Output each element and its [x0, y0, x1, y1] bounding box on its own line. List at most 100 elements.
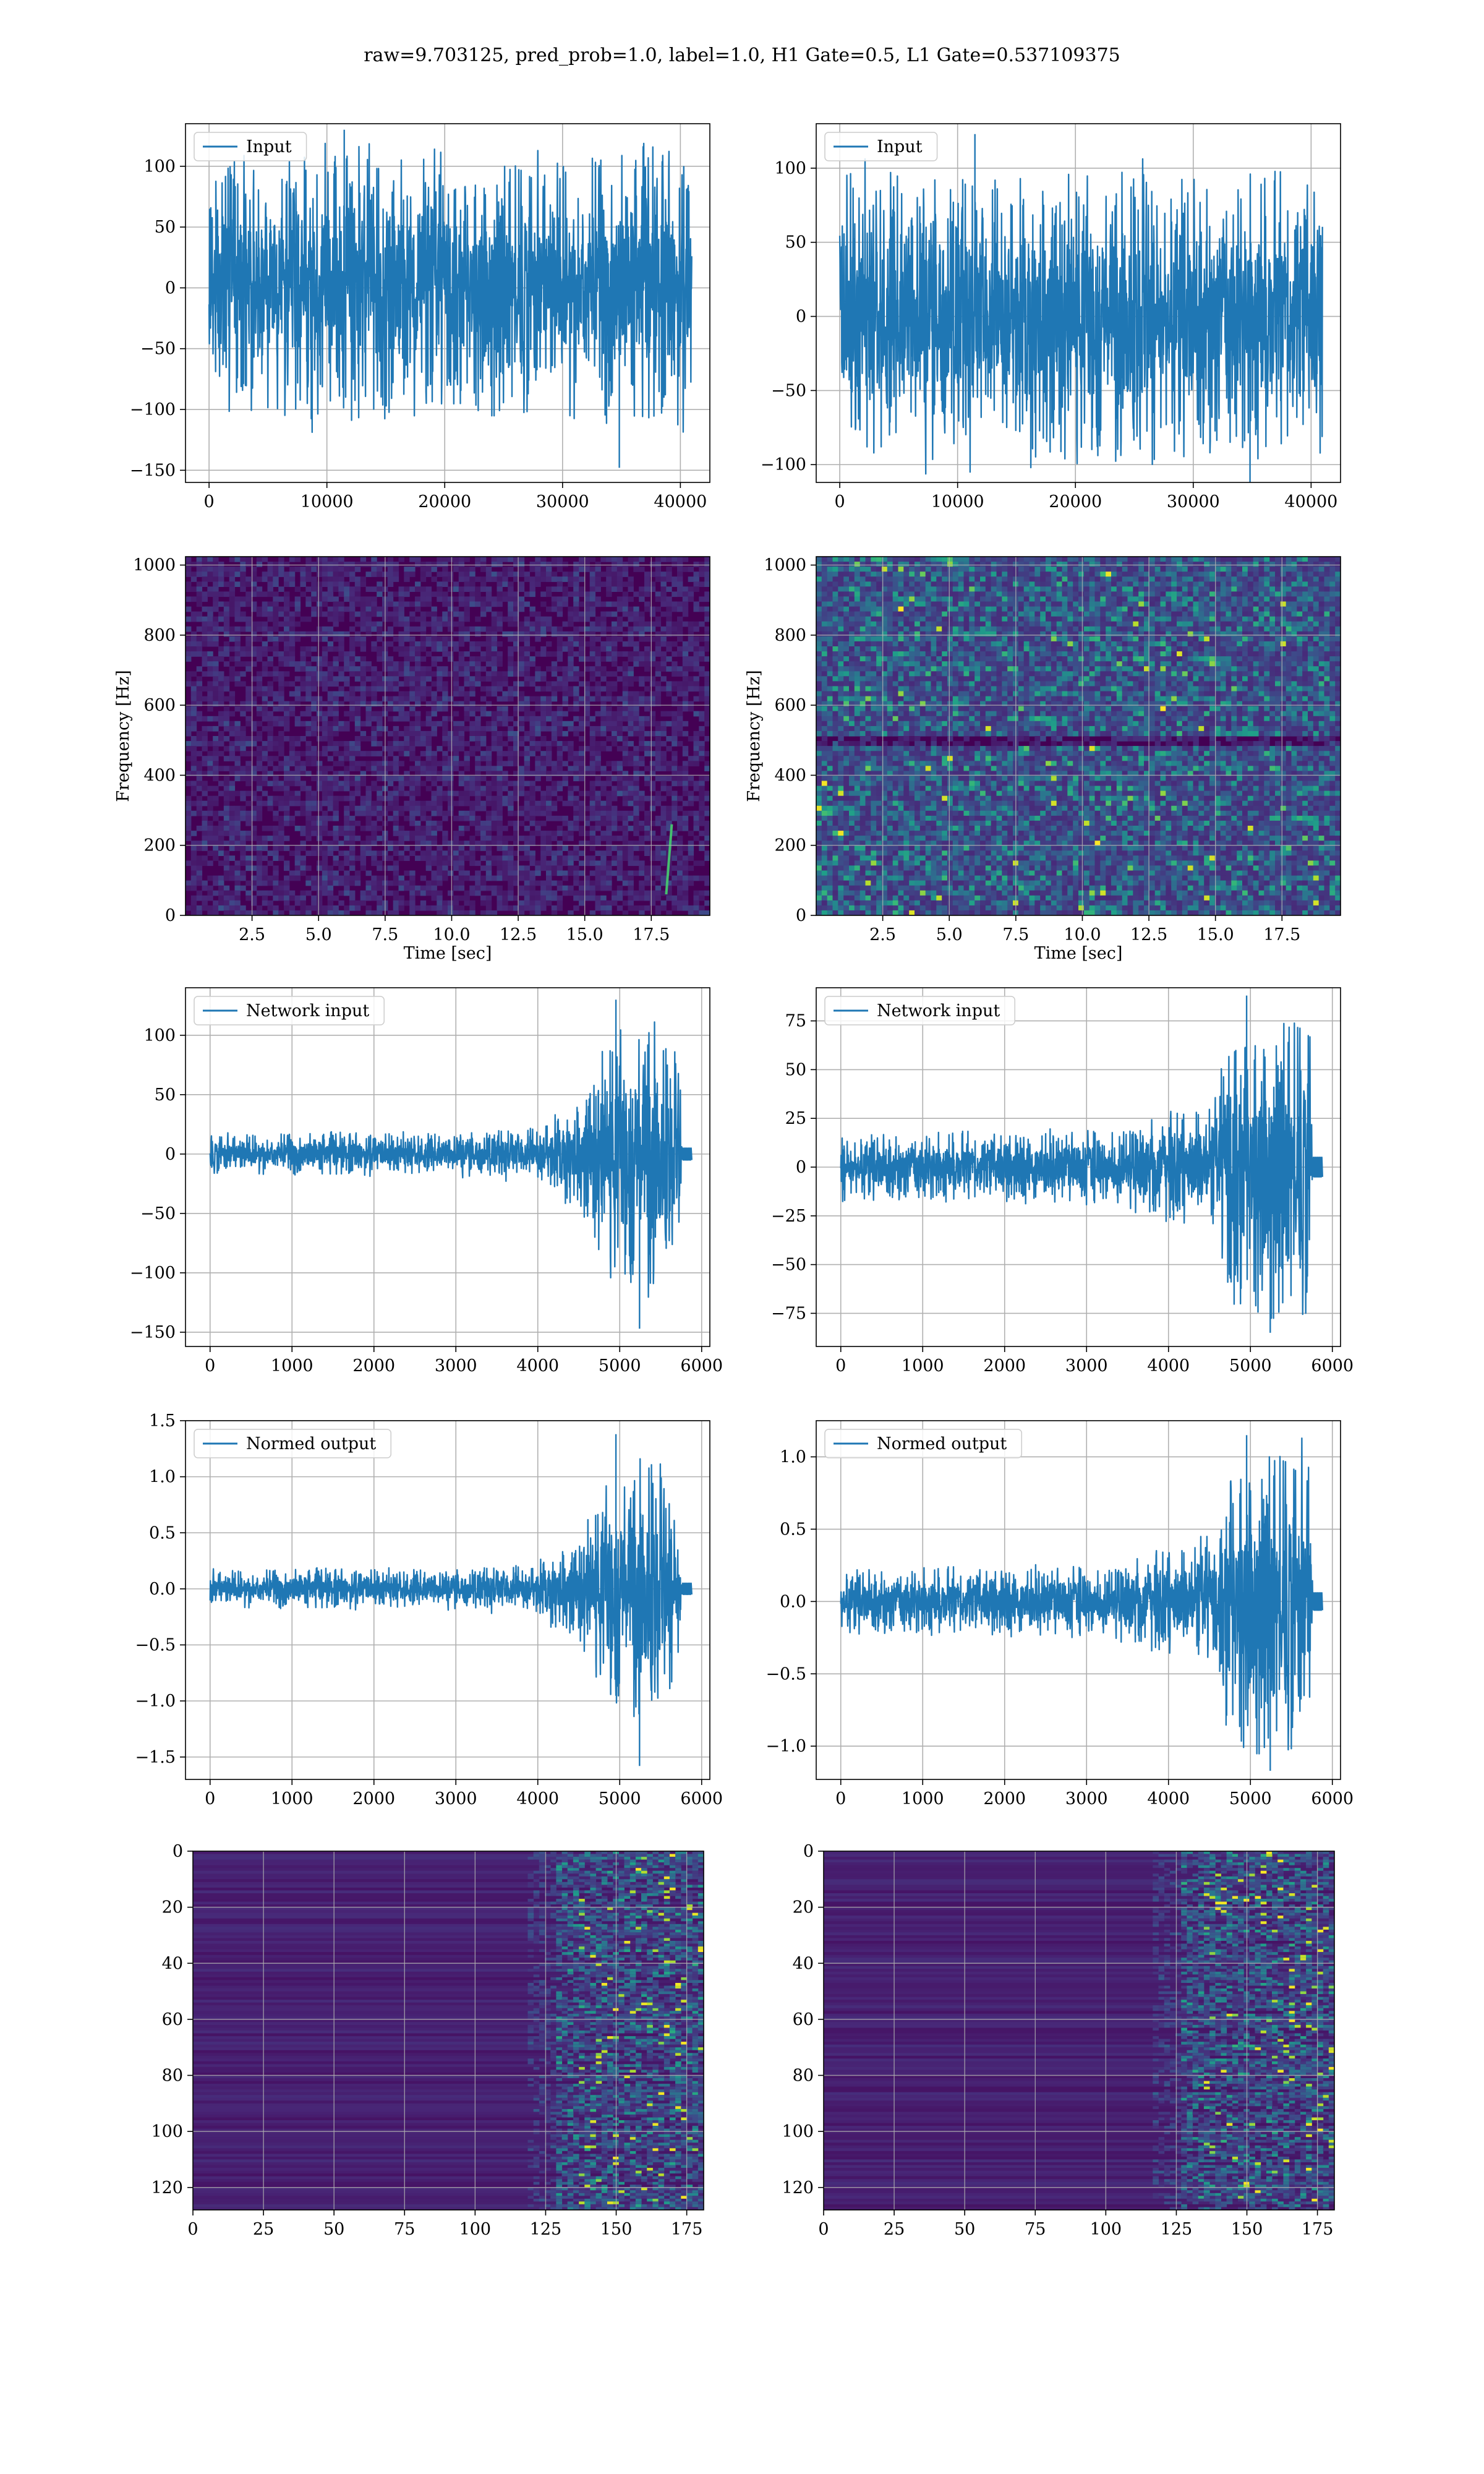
- spectrogram-cell: [273, 836, 279, 841]
- spectrogram-cell: [284, 611, 290, 617]
- spectrogram-cell: [497, 562, 503, 567]
- spectrogram-cell: [628, 586, 634, 592]
- spectrogram-cell: [251, 626, 257, 632]
- spectrogram-cell: [365, 805, 372, 811]
- spectrogram-cell: [409, 785, 416, 792]
- spectrogram-cell: [475, 656, 481, 662]
- spectrogram-cell: [338, 841, 344, 846]
- spectrogram-cell: [442, 571, 448, 577]
- spectrogram-cell: [660, 711, 667, 717]
- spectrogram-cell: [480, 686, 487, 692]
- spectrogram-cell: [398, 611, 404, 617]
- spectrogram-cell: [344, 890, 350, 896]
- spectrogram-cell: [546, 641, 552, 647]
- spectrogram-cell: [816, 721, 822, 727]
- spectrogram-cell: [344, 562, 350, 567]
- spectrogram-cell: [377, 810, 383, 816]
- spectrogram-cell: [229, 571, 236, 577]
- spectrogram-cell: [273, 691, 279, 697]
- spectrogram-cell: [816, 596, 822, 602]
- spectrogram-cell: [693, 576, 699, 582]
- spectrogram-cell: [677, 711, 683, 717]
- spectrogram-cell: [595, 746, 601, 751]
- spectrogram-cell: [387, 746, 394, 751]
- spectrogram-cell: [387, 681, 394, 687]
- spectrogram-cell: [207, 766, 213, 771]
- spectrogram-cell: [485, 646, 492, 652]
- spectrogram-cell: [196, 716, 203, 722]
- spectrogram-cell: [262, 666, 268, 672]
- spectrogram-cell: [513, 810, 519, 816]
- spectrogram-cell: [354, 601, 361, 607]
- spectrogram-cell: [398, 646, 404, 652]
- spectrogram-cell: [612, 730, 618, 737]
- spectrogram-cell: [600, 611, 607, 617]
- spectrogram-cell: [540, 800, 547, 807]
- spectrogram-cell: [202, 771, 208, 777]
- spectrogram-cell: [333, 576, 339, 582]
- spectrogram-cell: [437, 776, 443, 782]
- spectrogram-cell: [475, 826, 481, 831]
- spectrogram-cell: [562, 601, 568, 607]
- spectrogram-cell: [606, 611, 612, 617]
- spectrogram-cell: [622, 686, 629, 692]
- spectrogram-cell: [655, 885, 662, 891]
- spectrogram-cell: [491, 771, 498, 777]
- spectrogram-cell: [821, 651, 828, 657]
- spectrogram-cell: [256, 795, 263, 802]
- spectrogram-cell: [497, 676, 503, 682]
- spectrogram-cell: [409, 766, 416, 771]
- spectrogram-cell: [213, 850, 219, 856]
- spectrogram-cell: [464, 586, 470, 592]
- spectrogram-cell: [218, 900, 224, 906]
- spectrogram-cell: [240, 790, 246, 797]
- spectrogram-cell: [317, 626, 323, 632]
- spectrogram-cell: [273, 721, 279, 727]
- spectrogram-cell: [360, 890, 367, 896]
- spectrogram-cell: [535, 721, 541, 727]
- spectrogram-cell: [464, 606, 470, 612]
- spectrogram-cell: [311, 730, 317, 737]
- spectrogram-cell: [240, 855, 246, 861]
- spectrogram-cell: [333, 691, 339, 697]
- spectrogram-cell: [207, 661, 213, 667]
- spectrogram-cell: [415, 562, 421, 567]
- spectrogram-cell: [393, 756, 399, 761]
- spectrogram-cell: [196, 691, 203, 697]
- spectrogram-cell: [491, 686, 498, 692]
- spectrogram-cell: [349, 586, 356, 592]
- spectrogram-cell: [513, 661, 519, 667]
- spectrogram-cell: [420, 721, 427, 727]
- spectrogram-cell: [453, 562, 459, 567]
- spectrogram-cell: [218, 820, 224, 826]
- spectrogram-cell: [262, 557, 268, 562]
- spectrogram-cell: [425, 671, 432, 677]
- spectrogram-cell: [393, 706, 399, 712]
- spectrogram-cell: [387, 800, 394, 807]
- spectrogram-cell: [540, 696, 547, 702]
- spectrogram-cell: [622, 845, 629, 851]
- spectrogram-cell: [821, 845, 828, 851]
- spectrogram-cell: [612, 646, 618, 652]
- spectrogram-cell: [300, 696, 306, 702]
- spectrogram-cell: [213, 586, 219, 592]
- spectrogram-cell: [393, 701, 399, 707]
- spectrogram-cell: [240, 616, 246, 622]
- spectrogram-cell: [644, 795, 650, 802]
- spectrogram-cell: [207, 557, 213, 562]
- spectrogram-cell: [616, 790, 623, 797]
- spectrogram-cell: [207, 567, 213, 572]
- spectrogram-cell: [415, 581, 421, 587]
- spectrogram-cell: [639, 805, 645, 811]
- spectrogram-cell: [535, 810, 541, 816]
- spectrogram-cell: [475, 771, 481, 777]
- spectrogram-cell: [562, 776, 568, 782]
- spectrogram-cell: [502, 800, 508, 807]
- y-tick-label: −100: [130, 400, 176, 419]
- spectrogram-cell: [816, 676, 822, 682]
- spectrogram-cell: [502, 567, 508, 572]
- spectrogram-cell: [540, 795, 547, 802]
- spectrogram-cell: [606, 885, 612, 891]
- spectrogram-cell: [485, 576, 492, 582]
- spectrogram-cell: [688, 576, 694, 582]
